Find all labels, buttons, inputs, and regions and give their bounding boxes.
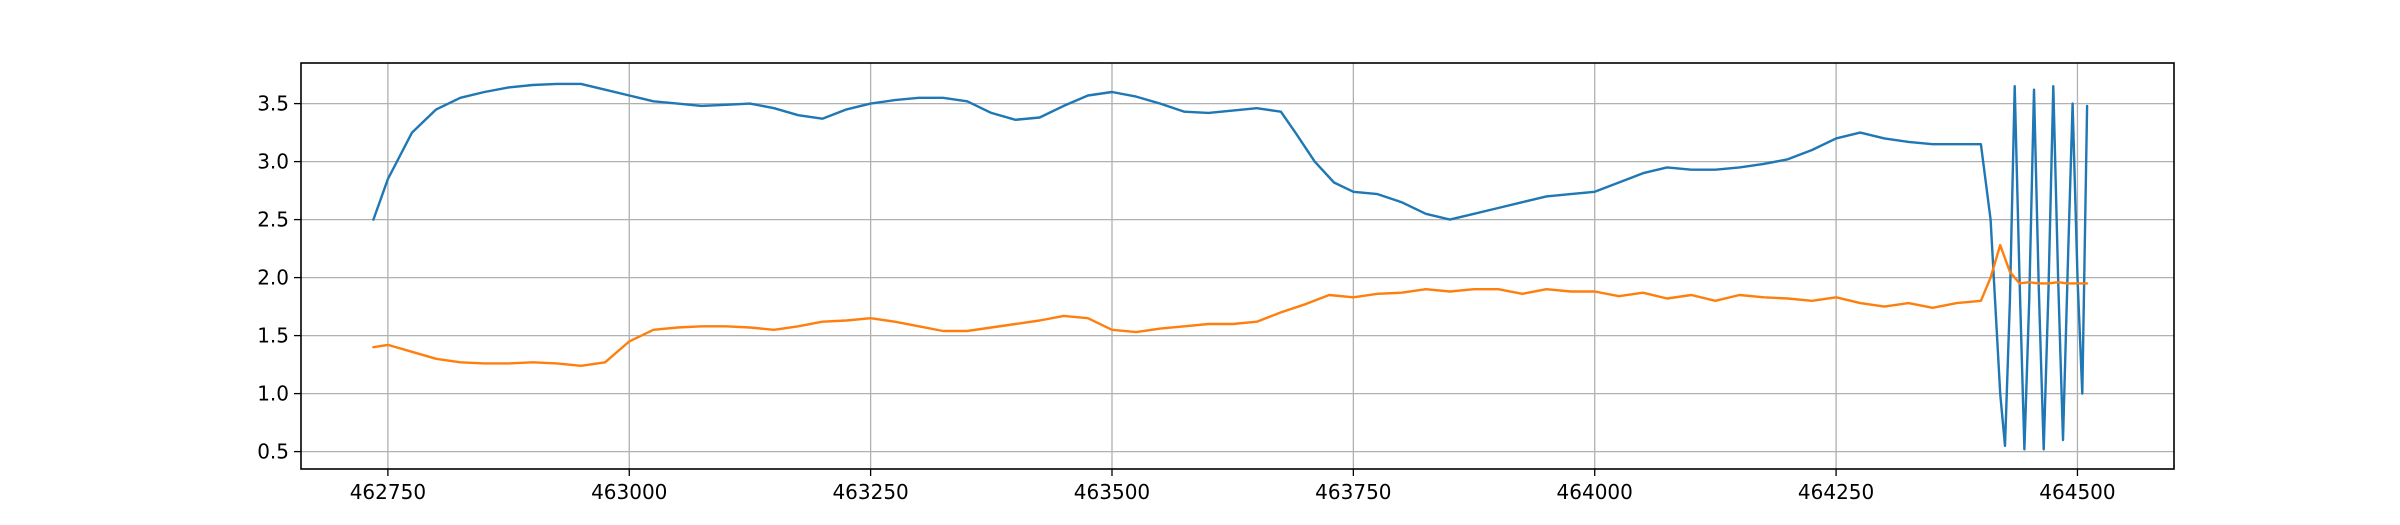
series-line-1 xyxy=(372,82,2089,451)
y-tick-label: 1.5 xyxy=(257,324,289,348)
x-tick-label: 463750 xyxy=(1315,480,1391,504)
y-tick-label: 0.5 xyxy=(257,440,289,464)
y-tick-label: 2.5 xyxy=(257,208,289,232)
x-tick-label: 463250 xyxy=(832,480,908,504)
tick-layer: 462750 463000 463250 463500 463750 464000 4642… xyxy=(257,92,2115,504)
series-layer xyxy=(372,82,2089,451)
x-tick-label: 462750 xyxy=(350,480,426,504)
x-tick-label: 464500 xyxy=(2039,480,2115,504)
x-tick-label: 463000 xyxy=(591,480,667,504)
y-tick-label: 3.0 xyxy=(257,150,289,174)
x-tick-label: 463500 xyxy=(1074,480,1150,504)
grid-layer xyxy=(301,63,2174,469)
x-tick-label: 464250 xyxy=(1798,480,1874,504)
x-tick-label: 464000 xyxy=(1557,480,1633,504)
y-tick-label: 3.5 xyxy=(257,92,289,116)
series-line-2 xyxy=(372,243,2089,367)
y-tick-label: 1.0 xyxy=(257,382,289,406)
axes-frame xyxy=(300,62,2175,470)
y-tick-label: 2.0 xyxy=(257,266,289,290)
